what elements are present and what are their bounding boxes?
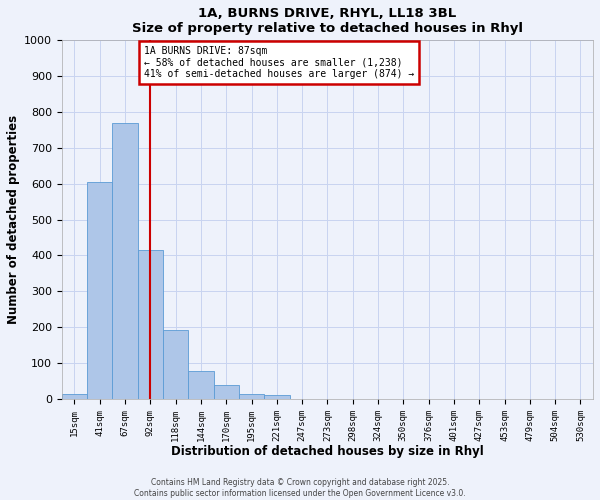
Y-axis label: Number of detached properties: Number of detached properties	[7, 115, 20, 324]
Bar	[62, 394, 87, 399]
Bar	[239, 394, 264, 399]
Bar	[87, 182, 112, 399]
Text: Contains HM Land Registry data © Crown copyright and database right 2025.
Contai: Contains HM Land Registry data © Crown c…	[134, 478, 466, 498]
Bar	[264, 396, 290, 399]
Bar	[138, 250, 163, 399]
Bar	[163, 330, 188, 399]
Bar	[188, 371, 214, 399]
Bar	[214, 384, 239, 399]
Title: 1A, BURNS DRIVE, RHYL, LL18 3BL
Size of property relative to detached houses in : 1A, BURNS DRIVE, RHYL, LL18 3BL Size of …	[132, 7, 523, 35]
Bar	[112, 123, 138, 399]
X-axis label: Distribution of detached houses by size in Rhyl: Distribution of detached houses by size …	[171, 445, 484, 458]
Text: 1A BURNS DRIVE: 87sqm
← 58% of detached houses are smaller (1,238)
41% of semi-d: 1A BURNS DRIVE: 87sqm ← 58% of detached …	[144, 46, 415, 79]
